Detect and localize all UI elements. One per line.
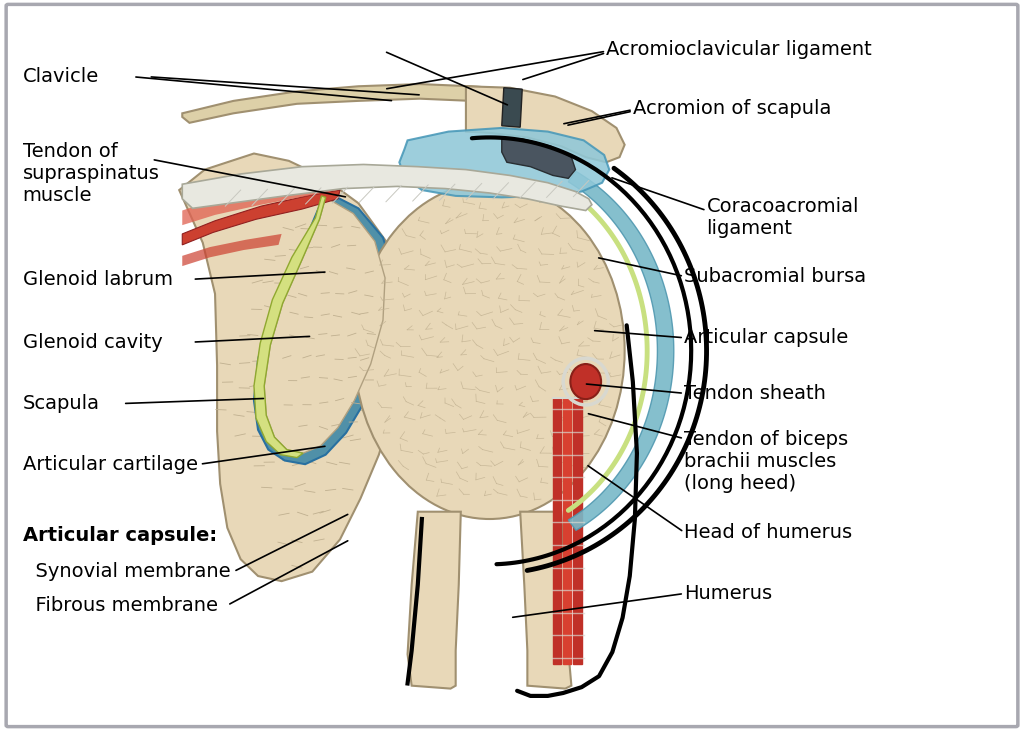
Polygon shape (399, 128, 609, 197)
Text: Synovial membrane: Synovial membrane (23, 562, 230, 581)
Text: Articular cartilage: Articular cartilage (23, 455, 198, 474)
Polygon shape (254, 192, 395, 464)
Text: Humerus: Humerus (684, 584, 772, 603)
Polygon shape (573, 398, 582, 664)
FancyBboxPatch shape (6, 4, 1018, 727)
Polygon shape (553, 398, 561, 664)
Ellipse shape (570, 364, 601, 399)
Text: Tendon of
supraspinatus
muscle: Tendon of supraspinatus muscle (23, 143, 160, 205)
Text: Glenoid labrum: Glenoid labrum (23, 270, 172, 289)
Polygon shape (520, 512, 571, 689)
Polygon shape (264, 197, 385, 453)
Text: Articular capsule:: Articular capsule: (23, 526, 217, 545)
Polygon shape (182, 190, 340, 245)
Polygon shape (466, 86, 625, 162)
Text: Articular capsule: Articular capsule (684, 328, 848, 347)
Text: Fibrous membrane: Fibrous membrane (23, 596, 217, 615)
Polygon shape (182, 84, 510, 123)
Polygon shape (563, 398, 571, 664)
Text: Glenoid cavity: Glenoid cavity (23, 333, 162, 352)
Polygon shape (254, 196, 326, 458)
Polygon shape (182, 164, 592, 211)
Polygon shape (502, 139, 575, 178)
Text: Acromion of scapula: Acromion of scapula (633, 99, 831, 118)
Text: Scapula: Scapula (23, 394, 99, 413)
Text: Subacromial bursa: Subacromial bursa (684, 267, 866, 286)
Text: Coracoacromial
ligament: Coracoacromial ligament (707, 197, 859, 238)
Polygon shape (182, 181, 340, 225)
Text: Head of humerus: Head of humerus (684, 523, 852, 542)
Polygon shape (179, 154, 401, 581)
Text: Acromioclavicular ligament: Acromioclavicular ligament (606, 40, 872, 59)
Text: Clavicle: Clavicle (23, 67, 98, 86)
Polygon shape (502, 88, 522, 127)
Polygon shape (568, 172, 674, 530)
Text: Tendon of biceps
brachii muscles
(long heed): Tendon of biceps brachii muscles (long h… (684, 431, 848, 493)
Text: Tendon sheath: Tendon sheath (684, 384, 826, 403)
Polygon shape (182, 234, 282, 266)
Polygon shape (408, 512, 461, 689)
Ellipse shape (354, 183, 625, 519)
